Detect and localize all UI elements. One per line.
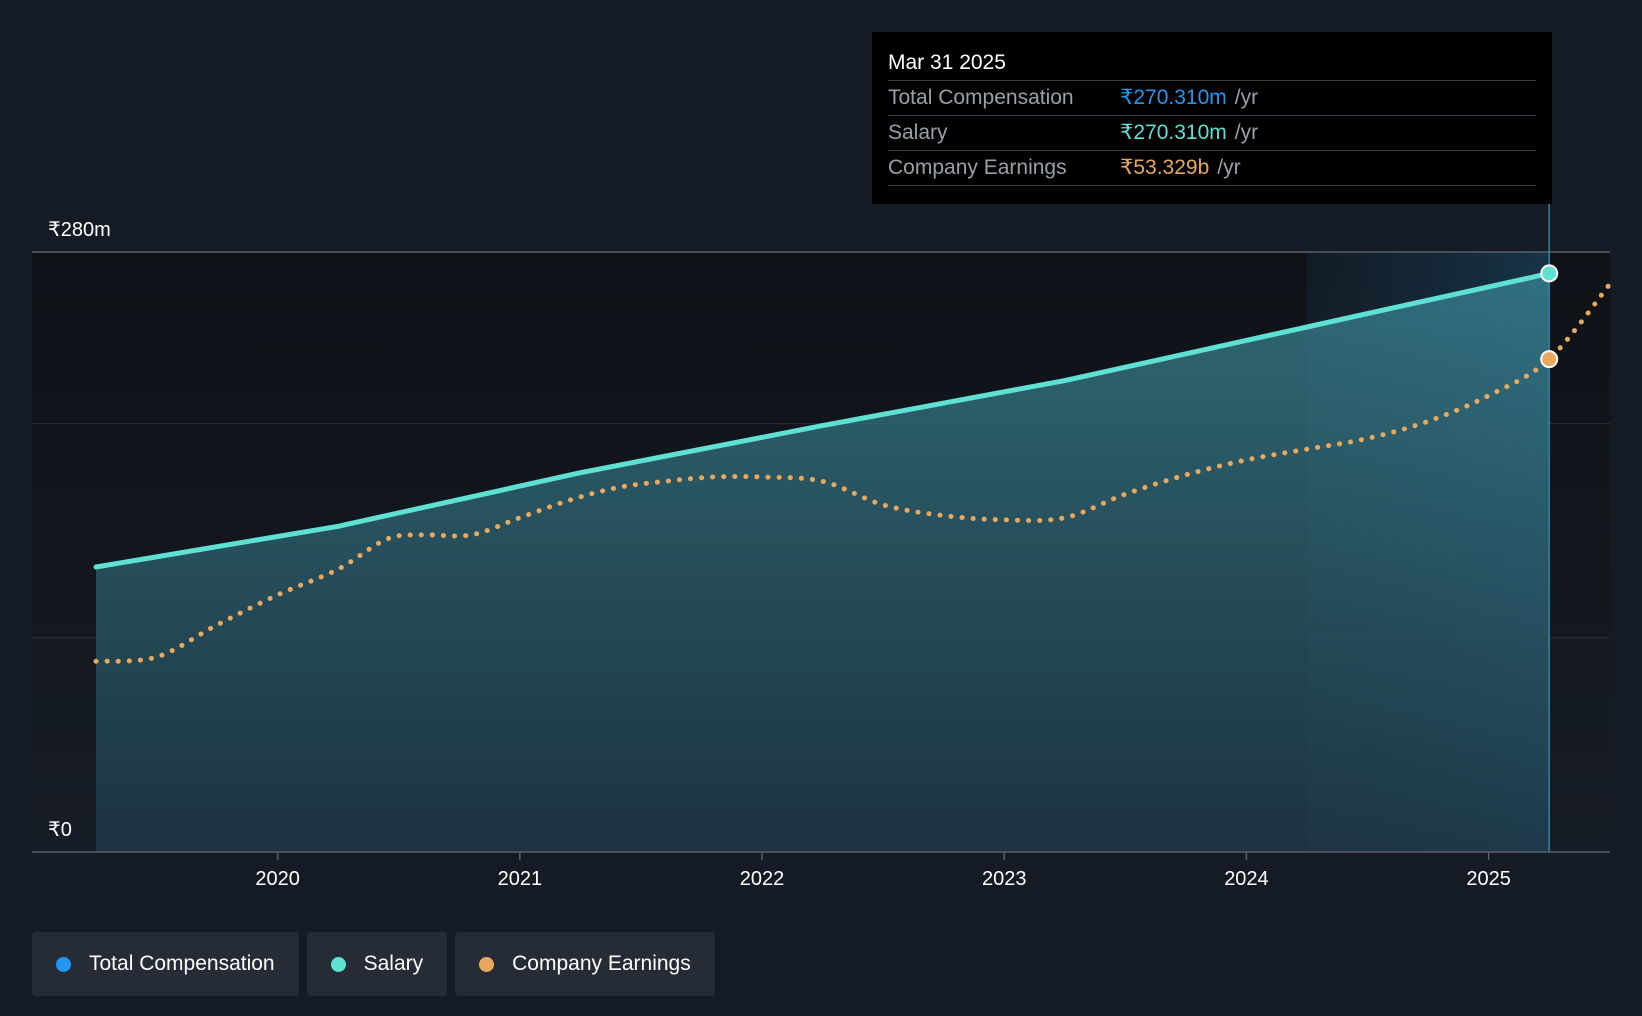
x-tick-label: 2025 [1466, 868, 1511, 890]
legend-dot-icon [330, 956, 346, 972]
company-earnings-marker [1540, 350, 1559, 369]
y-axis-label-max: ₹280m [48, 219, 111, 241]
tooltip-value: ₹53.329b [1120, 156, 1210, 179]
tooltip-value: ₹270.310m [1120, 86, 1227, 109]
y-axis-label-zero: ₹0 [48, 819, 72, 841]
tooltip-label: Company Earnings [888, 156, 1067, 179]
salary-area [96, 273, 1550, 852]
x-tick-label: 2022 [740, 868, 785, 890]
tooltip-label: Total Compensation [888, 86, 1074, 109]
tooltip-label: Salary [888, 121, 948, 144]
tooltip-unit: /yr [1217, 156, 1241, 179]
legend-label: Salary [363, 952, 424, 975]
chart-legend: Total Compensation Salary Company Earnin… [32, 932, 715, 996]
legend-dot-icon [56, 956, 71, 972]
tooltip-unit: /yr [1234, 86, 1259, 109]
legend-item-total-compensation[interactable]: Total Compensation [32, 932, 299, 996]
tooltip-row-total-compensation: Total Compensation ₹270.310m /yr [888, 81, 1536, 116]
tooltip-unit: /yr [1234, 121, 1259, 144]
legend-item-salary[interactable]: Salary [306, 932, 448, 996]
salary-marker [1540, 264, 1559, 283]
tooltip-row-salary: Salary ₹270.310m /yr [888, 116, 1536, 151]
legend-dot-icon [479, 956, 495, 972]
x-tick-label: 2021 [498, 868, 543, 890]
tooltip-date: Mar 31 2025 [888, 46, 1536, 81]
tooltip-row-company-earnings: Company Earnings ₹53.329b /yr [888, 151, 1536, 186]
company-earnings-line [93, 281, 1613, 664]
legend-label: Total Compensation [89, 952, 275, 975]
x-tick-label: 2024 [1224, 868, 1269, 890]
salary-line [93, 270, 1552, 570]
tooltip-value: ₹270.310m [1120, 121, 1227, 144]
x-tick-label: 2020 [255, 868, 300, 890]
chart-tooltip: Mar 31 2025 Total Compensation ₹270.310m… [872, 32, 1552, 204]
legend-item-company-earnings[interactable]: Company Earnings [455, 932, 715, 996]
x-tick-label: 2023 [982, 868, 1027, 890]
legend-label: Company Earnings [512, 952, 691, 975]
